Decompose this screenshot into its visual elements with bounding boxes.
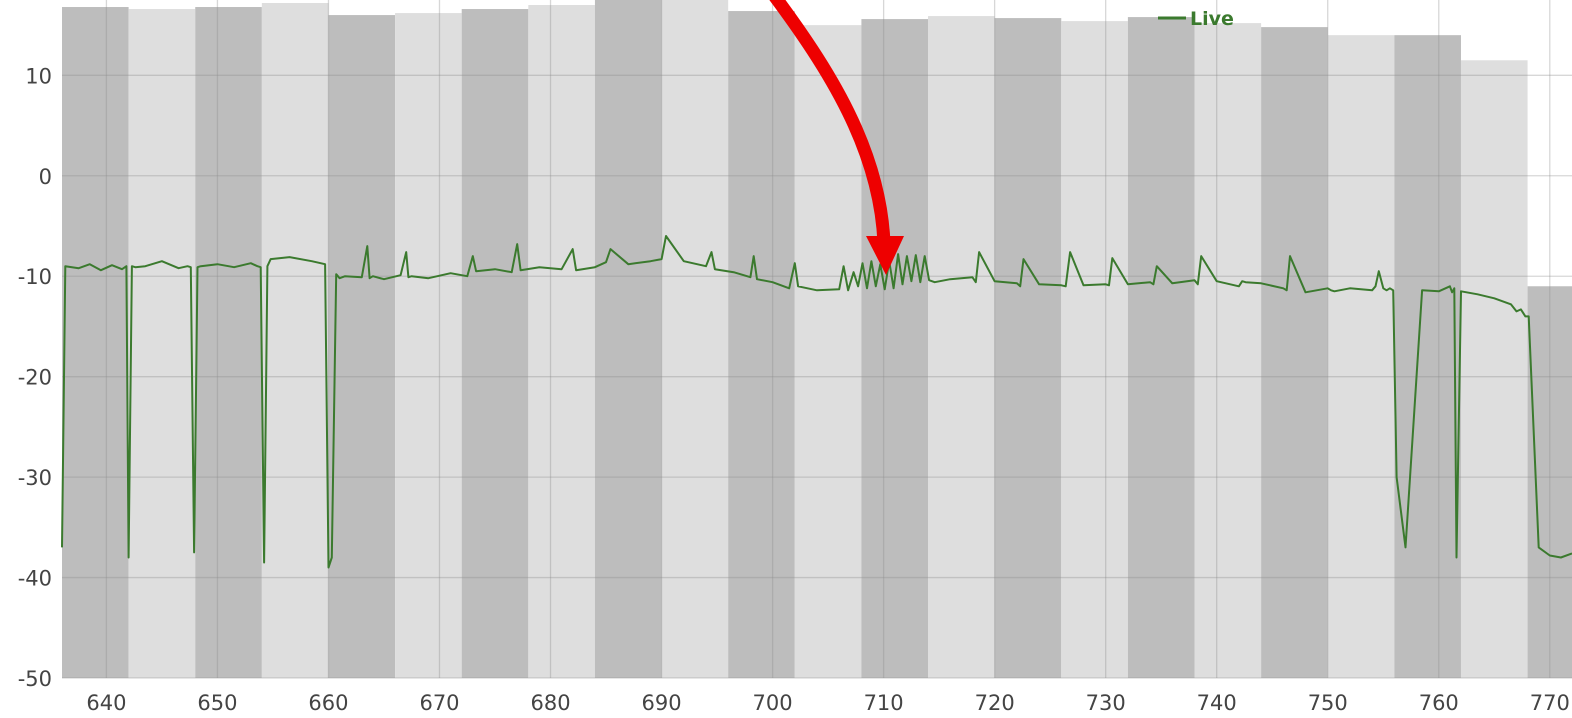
band-18 [1261,27,1328,679]
y-tick-label: -20 [18,366,52,390]
x-tick-label: 770 [1530,691,1570,715]
y-tick-label: -40 [18,567,52,591]
band-13 [928,16,995,679]
y-tick-label: -10 [18,265,52,289]
annotation-arrow-head [866,236,904,275]
y-tick-label: -30 [18,466,52,490]
legend: Live [1158,8,1234,30]
band-6 [461,9,529,679]
band-4 [328,15,396,679]
band-9 [661,0,729,678]
x-tick-label: 730 [1086,691,1126,715]
band-14 [994,18,1062,678]
x-axis: 640 650 660 670 680 690 700 710 720 730 740 750 760 7… [86,691,1569,715]
x-tick-label: 660 [308,691,348,715]
x-tick-label: 640 [86,691,126,715]
x-tick-label: 740 [1197,691,1237,715]
band-2 [195,7,262,678]
legend-label-live: Live [1190,8,1234,30]
band-shading [62,0,1572,679]
x-tick-label: 750 [1308,691,1348,715]
band-8 [594,0,662,678]
y-tick-label: 0 [39,165,52,189]
x-tick-label: 680 [530,691,570,715]
x-tick-label: 720 [975,691,1015,715]
x-tick-label: 760 [1419,691,1459,715]
band-1 [128,9,196,679]
y-tick-label: 10 [25,64,52,88]
grid-lines [62,0,1572,679]
band-15 [1061,21,1128,679]
annotation-arrow [769,0,904,275]
band-12 [861,19,929,678]
band-20 [1394,35,1461,678]
band-21 [1460,60,1528,679]
x-tick-label: 710 [864,691,904,715]
series-group [61,235,1572,569]
band-17 [1194,23,1262,678]
x-tick-label: 700 [753,691,793,715]
band-3 [261,3,329,679]
band-10 [728,11,795,678]
band-0 [62,7,129,678]
band-5 [395,13,462,678]
band-7 [528,5,595,679]
y-tick-label: -50 [18,667,52,691]
annotation-arrow-shaft [769,0,891,250]
x-tick-label: 670 [419,691,459,715]
series-line-live [61,235,1572,569]
band-16 [1127,17,1195,678]
y-axis: 10 0 -10 -20 -30 -40 -50 [18,64,52,691]
band-19 [1327,35,1395,678]
x-tick-label: 650 [197,691,237,715]
band-11 [794,25,862,679]
x-tick-label: 690 [642,691,682,715]
